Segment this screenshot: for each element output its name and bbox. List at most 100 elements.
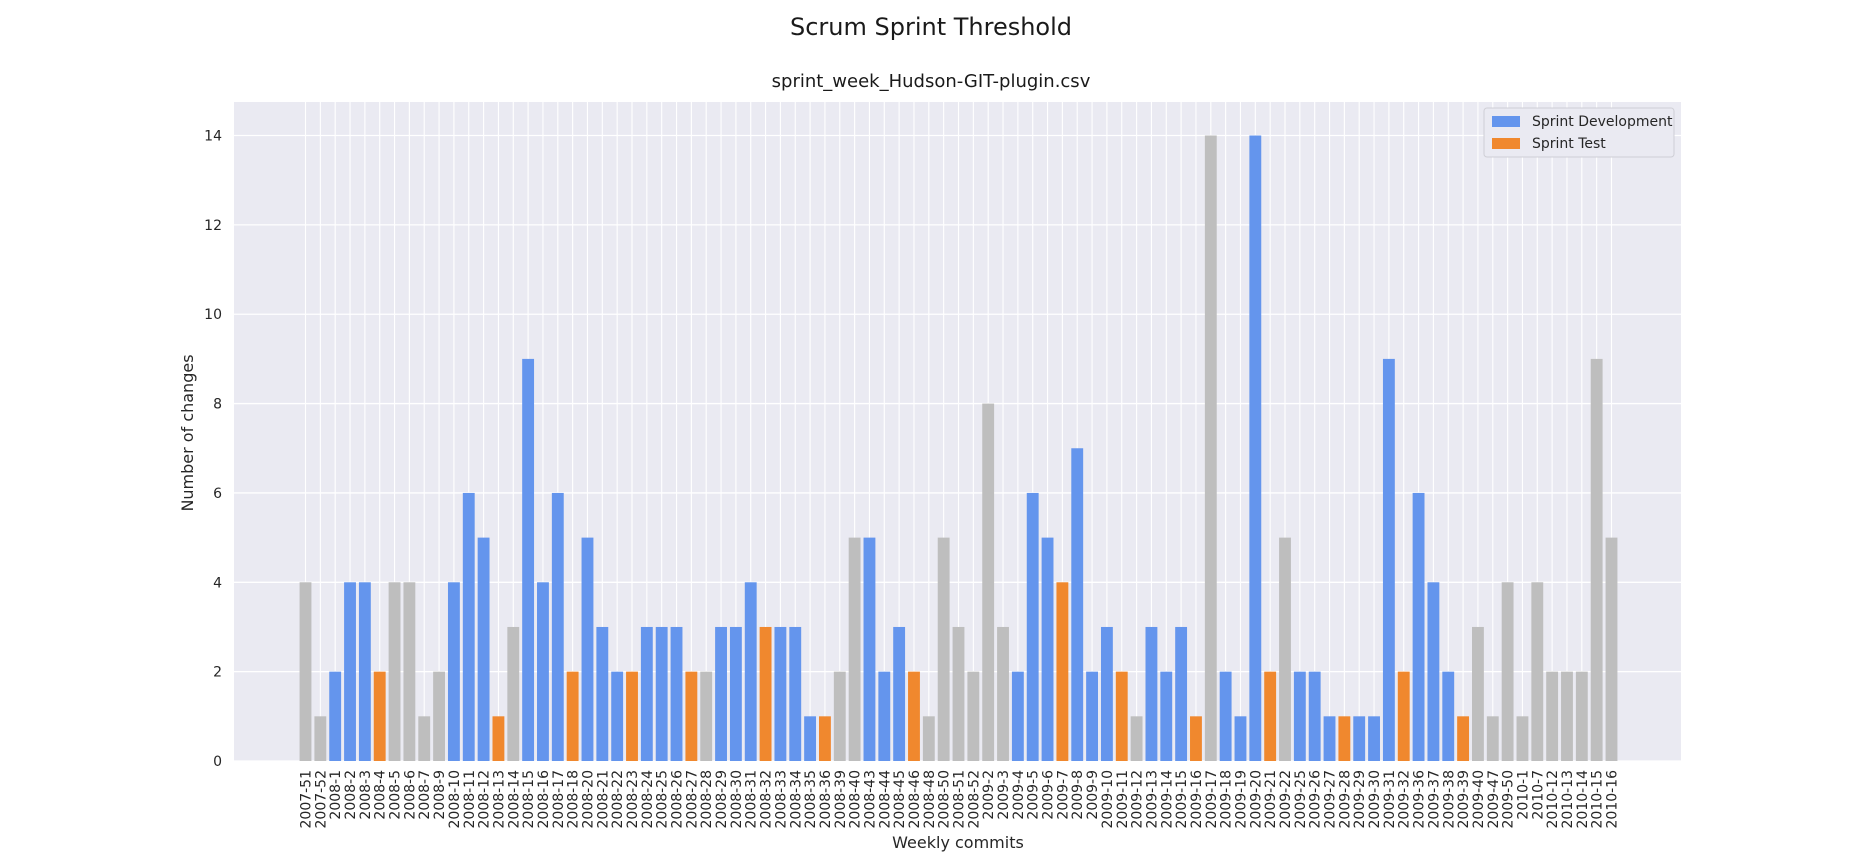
x-tick-label: 2010-13	[1560, 770, 1576, 829]
bar	[1071, 448, 1084, 761]
x-tick-label: 2009-3	[996, 770, 1012, 820]
x-tick-label: 2010-15	[1590, 770, 1606, 829]
x-tick-label: 2008-26	[670, 770, 686, 829]
bar	[1056, 582, 1069, 761]
bar	[1368, 716, 1380, 761]
bar	[789, 626, 802, 761]
bar	[1026, 492, 1039, 761]
bar	[804, 716, 817, 761]
bar	[893, 626, 906, 761]
bar	[1190, 716, 1202, 761]
x-tick-label: 2008-44	[877, 770, 893, 829]
bar	[1234, 716, 1247, 761]
y-tick-label: 0	[213, 754, 222, 770]
bar	[1442, 671, 1455, 761]
bar	[477, 537, 490, 761]
bar	[537, 582, 549, 761]
legend-label: Sprint Test	[1532, 136, 1606, 152]
y-axis-title: Number of changes	[178, 354, 197, 511]
x-tick-label: 2009-37	[1426, 770, 1442, 829]
bar	[1501, 582, 1514, 761]
y-tick-label: 12	[204, 218, 222, 234]
x-tick-label: 2008-31	[744, 770, 760, 829]
x-tick-label: 2009-9	[1085, 770, 1101, 820]
bar	[715, 626, 727, 761]
x-tick-label: 2008-17	[551, 770, 567, 829]
x-tick-label: 2009-40	[1471, 770, 1487, 829]
x-tick-label: 2009-28	[1337, 770, 1353, 829]
x-tick-label: 2009-47	[1486, 770, 1502, 829]
bar	[1427, 582, 1440, 761]
bars	[299, 135, 1618, 761]
x-tick-label: 2008-11	[462, 770, 478, 829]
bar	[982, 403, 995, 761]
bar	[1249, 135, 1262, 761]
x-tick-label: 2008-12	[477, 770, 493, 829]
x-tick-label: 2009-13	[1144, 770, 1160, 829]
bar	[1575, 671, 1588, 761]
bar	[1412, 492, 1425, 761]
x-tick-label: 2008-51	[952, 770, 968, 829]
x-tick-label: 2008-5	[388, 770, 404, 820]
x-tick-label: 2009-6	[1041, 770, 1057, 820]
x-tick-label: 2008-28	[699, 770, 715, 829]
bar	[1219, 671, 1232, 761]
x-tick-label: 2009-22	[1278, 770, 1294, 829]
x-tick-label: 2009-17	[1204, 770, 1220, 829]
bar	[1516, 716, 1529, 761]
bar	[1486, 716, 1499, 761]
bar	[1204, 135, 1217, 761]
x-tick-label: 2008-16	[536, 770, 552, 829]
bar	[1382, 358, 1395, 761]
y-tick-label: 8	[213, 397, 222, 413]
bar	[1279, 537, 1291, 761]
bar	[922, 716, 935, 761]
x-tick-label: 2009-50	[1501, 770, 1517, 829]
bar	[700, 671, 713, 761]
x-tick-label: 2009-21	[1263, 770, 1279, 829]
x-tick-label: 2009-31	[1382, 770, 1398, 829]
bar	[522, 358, 535, 761]
bar	[1590, 358, 1603, 761]
bar	[433, 671, 446, 761]
y-tick-label: 6	[213, 486, 222, 502]
x-tick-label: 2008-21	[595, 770, 611, 829]
legend-swatch	[1492, 116, 1520, 127]
x-tick-label: 2008-24	[640, 770, 656, 829]
bar	[744, 582, 757, 761]
bar	[551, 492, 564, 761]
bar	[1086, 671, 1099, 761]
x-tick-label: 2009-18	[1219, 770, 1235, 829]
bar	[388, 582, 401, 761]
x-tick-label: 2008-3	[358, 770, 374, 820]
x-tick-label: 2008-23	[625, 770, 641, 829]
x-tick-label: 2009-11	[1115, 770, 1131, 829]
bar	[1531, 582, 1544, 761]
bar	[626, 671, 638, 761]
bar	[1175, 626, 1188, 761]
bar	[685, 671, 698, 761]
bar	[314, 716, 327, 761]
bar	[403, 582, 416, 761]
x-tick-label: 2010-7	[1530, 770, 1546, 820]
figure-title: Scrum Sprint Threshold	[790, 13, 1072, 41]
bar	[1293, 671, 1306, 761]
x-tick-label: 2010-12	[1545, 770, 1561, 829]
bar	[373, 671, 386, 761]
x-axis-ticks: 2007-512007-522008-12008-22008-32008-420…	[299, 770, 1621, 829]
x-tick-label: 2008-20	[580, 770, 596, 829]
x-tick-label: 2009-38	[1441, 770, 1457, 829]
x-tick-label: 2008-7	[417, 770, 433, 820]
x-tick-label: 2008-32	[759, 770, 775, 829]
x-tick-label: 2009-12	[1130, 770, 1146, 829]
x-tick-label: 2008-33	[773, 770, 789, 829]
x-tick-label: 2008-48	[922, 770, 938, 829]
bar	[611, 671, 624, 761]
bar	[774, 626, 787, 761]
x-tick-label: 2008-4	[373, 770, 389, 820]
y-tick-label: 2	[213, 665, 222, 681]
x-tick-label: 2009-5	[1026, 770, 1042, 820]
x-tick-label: 2009-7	[1055, 770, 1071, 820]
bar	[1160, 671, 1173, 761]
